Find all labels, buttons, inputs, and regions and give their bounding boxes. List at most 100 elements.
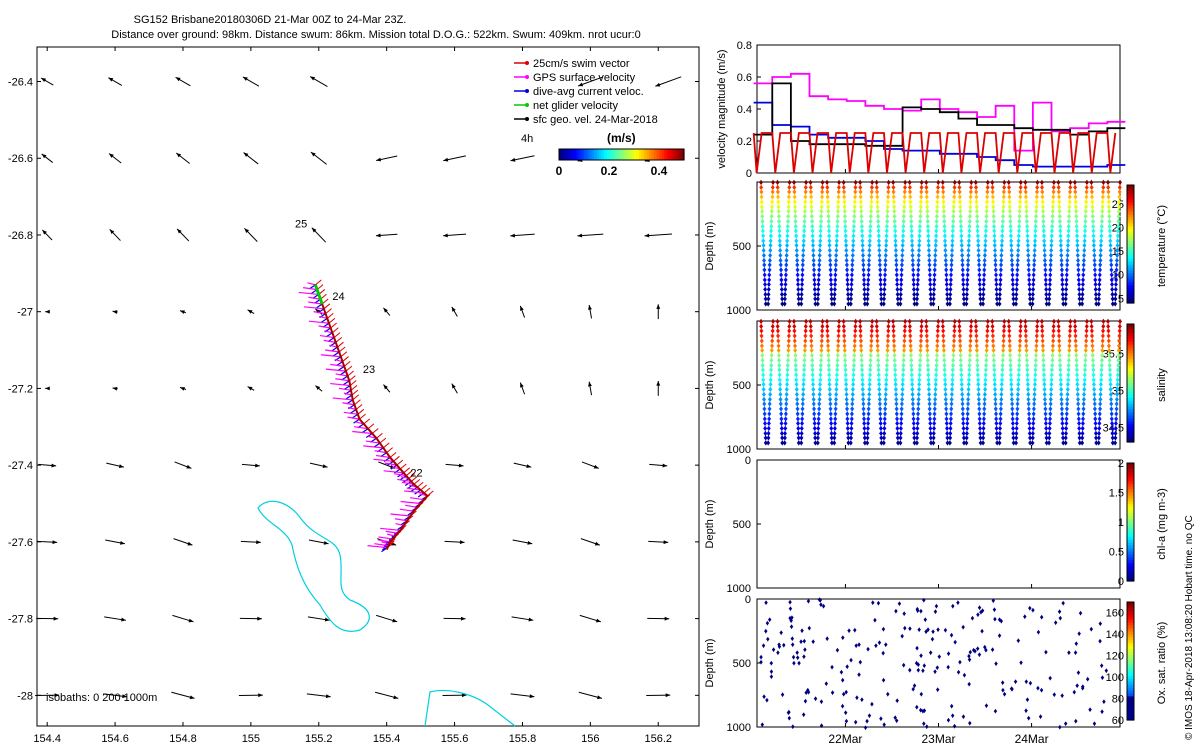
colorbar-tick-label: 1 — [1118, 517, 1124, 529]
colorbar-segment — [1127, 663, 1134, 668]
panel-frame — [756, 320, 1121, 450]
profile-marker: ♦ — [1009, 245, 1014, 255]
profile-marker: ♦ — [991, 350, 996, 360]
profile-marker: ♦ — [1000, 221, 1005, 231]
colorbar-segment — [1127, 527, 1134, 532]
profile-marker: ♦ — [768, 389, 773, 399]
colorbar-segment — [1127, 560, 1134, 564]
profile-marker: ♦ — [1024, 201, 1029, 211]
profile-marker: ♦ — [870, 177, 875, 187]
profile-marker: ♦ — [816, 418, 821, 428]
profile-marker: ♦ — [948, 433, 953, 443]
oxygen-marker: ♦ — [881, 625, 885, 634]
profile-marker: ♦ — [1093, 279, 1098, 289]
profile-marker: ♦ — [960, 384, 965, 394]
profile-marker: ♦ — [777, 211, 782, 221]
colorbar-segment — [644, 149, 648, 160]
profile-marker: ♦ — [1051, 182, 1056, 192]
vector-arrowhead — [121, 617, 126, 622]
profile-marker: ♦ — [835, 226, 840, 236]
profile-marker: ♦ — [907, 316, 912, 326]
profile-marker: ♦ — [958, 192, 963, 202]
profile-marker: ♦ — [1081, 408, 1086, 418]
profile-marker: ♦ — [1081, 418, 1086, 428]
profile-marker: ♦ — [859, 355, 864, 365]
profile-marker: ♦ — [1043, 394, 1048, 404]
profile-marker: ♦ — [1032, 384, 1037, 394]
profile-marker: ♦ — [948, 279, 953, 289]
oxygen-marker: ♦ — [967, 651, 971, 660]
oxygen-marker: ♦ — [977, 603, 981, 612]
profile-marker: ♦ — [1074, 340, 1079, 350]
profile-marker: ♦ — [949, 408, 954, 418]
profile-marker: ♦ — [1066, 374, 1071, 384]
profile-marker: ♦ — [1060, 413, 1065, 423]
profile-marker: ♦ — [779, 274, 784, 284]
colorbar-segment — [1127, 693, 1134, 697]
oxygen-marker: ♦ — [1058, 614, 1062, 623]
profile-marker: ♦ — [862, 274, 867, 284]
gps-surface-velocity-vector — [342, 402, 355, 406]
side-caption: © IMOS 18-Apr-2018 13:08:20 Hobart time.… — [1184, 515, 1195, 740]
profile-marker: ♦ — [832, 294, 837, 304]
swim-vector — [399, 463, 407, 470]
profile-marker: ♦ — [794, 365, 799, 375]
profile-marker: ♦ — [843, 350, 848, 360]
profile-marker: ♦ — [800, 418, 805, 428]
profile-marker: ♦ — [783, 413, 788, 423]
profile-marker: ♦ — [916, 255, 921, 265]
colorbar-segment — [651, 149, 655, 160]
profile-marker: ♦ — [885, 345, 890, 355]
profile-marker: ♦ — [925, 206, 930, 216]
colorbar-segment — [1127, 394, 1134, 399]
profile-marker: ♦ — [957, 321, 962, 331]
profile-marker: ♦ — [834, 394, 839, 404]
profile-marker: ♦ — [785, 235, 790, 245]
vector-arrowhead — [122, 694, 127, 699]
profile-marker: ♦ — [1032, 245, 1037, 255]
profile-marker: ♦ — [784, 269, 789, 279]
profile-marker: ♦ — [842, 192, 847, 202]
profile-marker: ♦ — [837, 321, 842, 331]
profile-marker: ♦ — [869, 345, 874, 355]
profile-marker: ♦ — [878, 404, 883, 414]
colorbar-segment — [1127, 533, 1134, 538]
profile-marker: ♦ — [786, 216, 791, 226]
dive-avg-current-vector — [332, 351, 340, 357]
profile-marker: ♦ — [1008, 350, 1013, 360]
profile-marker: ♦ — [899, 279, 904, 289]
profile-marker: ♦ — [918, 201, 923, 211]
profile-marker: ♦ — [1028, 433, 1033, 443]
profile-marker: ♦ — [816, 274, 821, 284]
profile-marker: ♦ — [962, 299, 967, 309]
profile-marker: ♦ — [879, 284, 884, 294]
profile-marker: ♦ — [801, 250, 806, 260]
profile-marker: ♦ — [795, 260, 800, 270]
dive-avg-current-vector — [365, 432, 373, 438]
profile-marker: ♦ — [1116, 231, 1121, 241]
profile-marker: ♦ — [1047, 428, 1052, 438]
profile-marker: ♦ — [936, 187, 941, 197]
vector-arrowhead — [108, 77, 114, 82]
profile-marker: ♦ — [984, 226, 989, 236]
gps-surface-velocity-vector — [302, 287, 318, 291]
profile-marker: ♦ — [901, 370, 906, 380]
profile-marker: ♦ — [1058, 365, 1063, 375]
oxygen-marker: ♦ — [950, 631, 954, 640]
profile-marker: ♦ — [762, 394, 767, 404]
colorbar-segment — [1127, 279, 1134, 283]
profile-marker: ♦ — [894, 404, 899, 414]
profile-marker: ♦ — [896, 299, 901, 309]
profile-marker: ♦ — [828, 250, 833, 260]
glider-track-line — [314, 284, 429, 550]
profile-marker: ♦ — [1025, 216, 1030, 226]
profile-marker: ♦ — [869, 326, 874, 336]
profile-marker: ♦ — [842, 187, 847, 197]
profile-marker: ♦ — [869, 331, 874, 341]
profile-marker: ♦ — [1066, 221, 1071, 231]
profile-marker: ♦ — [811, 379, 816, 389]
profile-marker: ♦ — [981, 433, 986, 443]
profile-marker: ♦ — [876, 211, 881, 221]
profile-marker: ♦ — [919, 331, 924, 341]
profile-marker: ♦ — [770, 331, 775, 341]
